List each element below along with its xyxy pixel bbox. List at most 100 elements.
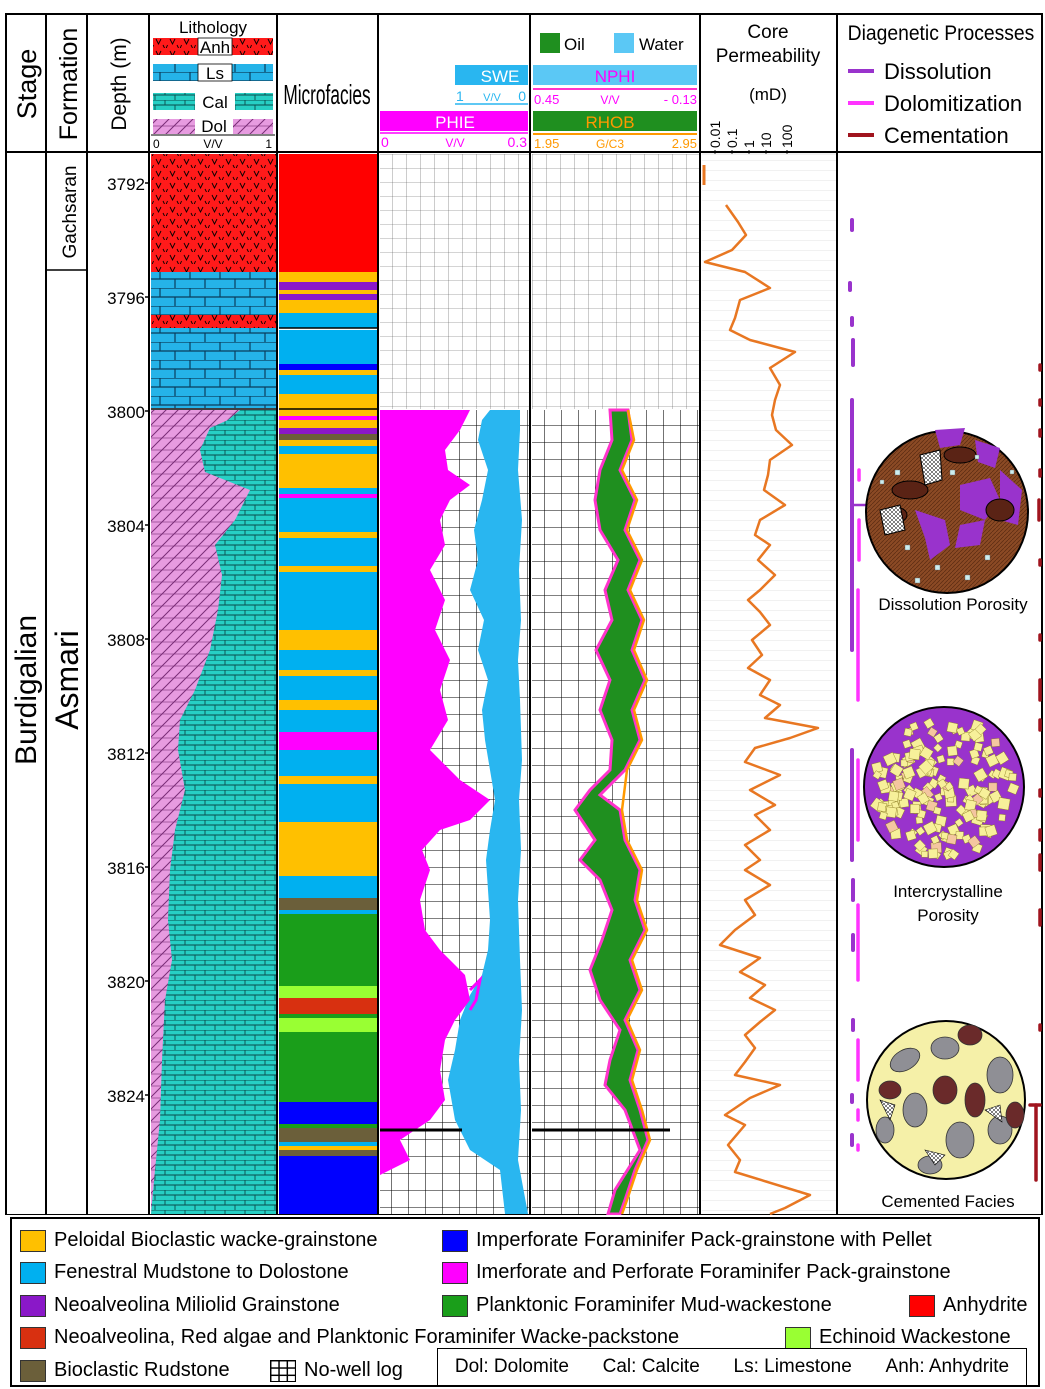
depth-tick-label: 3820 — [107, 973, 145, 992]
formation-gachsaran: Gachsaran — [60, 166, 81, 259]
perm-unit: (mD) — [749, 85, 787, 104]
lith-label-cal: Cal — [202, 93, 228, 112]
microfacies-bed — [279, 732, 377, 750]
depth-tick-label: 3800 — [107, 403, 145, 422]
water-swatch — [614, 33, 634, 53]
legend-swatch — [20, 1326, 46, 1349]
legend-label: Neoalveolina, Red algae and Planktonic F… — [54, 1326, 680, 1348]
legend-item: Peloidal Bioclastic wacke-grainstone — [20, 1229, 378, 1252]
phie-swe-track — [380, 154, 529, 1214]
nphi-right: - 0.13 — [664, 92, 697, 107]
diag-legend-label: Cementation — [884, 123, 1009, 148]
depth-tick-label: 3808 — [107, 631, 145, 650]
dolomite-fill — [151, 410, 250, 1214]
microfacies-bed — [279, 1156, 377, 1214]
legend-item: Echinoid Wackestone — [785, 1326, 1011, 1349]
lith-label-anh: Anh — [200, 38, 230, 57]
legend-item: Neoalveolina Miliolid Grainstone — [20, 1294, 340, 1317]
legend-label: Anhydrite — [943, 1294, 1028, 1316]
microfacies-bed — [279, 272, 377, 282]
microfacies-bed — [279, 282, 377, 290]
depth-tick-label: 3796 — [107, 289, 145, 308]
microfacies-bed — [279, 1102, 377, 1124]
microfacies-bed — [279, 313, 377, 328]
legend-label: Fenestral Mudstone to Dolostone — [54, 1261, 349, 1283]
microfacies-bed — [279, 364, 377, 370]
legend-item: Imerforate and Perforate Foraminifer Pac… — [442, 1261, 951, 1284]
swe-left: 1 — [456, 88, 464, 104]
panel-frame — [5, 13, 1043, 1215]
perm-tick-label: 100 — [779, 124, 795, 148]
photo-label-intercrystalline-1: Intercrystalline Porosity — [893, 882, 1003, 925]
microfacies-bed — [279, 710, 377, 732]
lith-label-dol: Dol — [201, 117, 227, 136]
legend-label: Echinoid Wackestone — [819, 1326, 1011, 1348]
microfacies-bed — [279, 822, 377, 876]
depth-tick-label: 3804 — [107, 517, 145, 536]
microfacies-bed — [279, 488, 377, 494]
phie-name: PHIE — [435, 113, 475, 132]
microfacies-bed — [279, 914, 377, 986]
formation-header: Formation — [55, 28, 83, 141]
depth-header: Depth (m) — [108, 37, 131, 130]
legend-swatch — [442, 1294, 468, 1317]
legend-swatch — [909, 1294, 935, 1317]
nphi-unit: V/V — [600, 93, 619, 107]
oil-label: Oil — [564, 35, 585, 54]
microfacies-bed — [279, 998, 377, 1014]
rhob-right: 2.95 — [672, 136, 697, 151]
microfacies-bed — [279, 910, 377, 914]
legend-label: Neoalveolina Miliolid Grainstone — [54, 1294, 340, 1316]
permeability-header: Core Permeability (mD) 0.01 0.1 1 10 100 — [707, 22, 821, 154]
abbreviation-item: Dol: Dolomite — [454, 1356, 569, 1377]
microfacies-bed — [279, 898, 377, 910]
microfacies-bed — [279, 440, 377, 446]
microfacies-bed — [279, 330, 377, 364]
lithology-header: Lithology Anh Ls Cal Dol 0 V/V 1 — [151, 18, 275, 151]
microfacies-bed — [279, 300, 377, 313]
perm-title-2: Permeability — [716, 46, 821, 67]
microfacies-bed — [279, 394, 377, 410]
nphi-name: NPHI — [595, 67, 636, 86]
microfacies-bed — [279, 986, 377, 998]
oil-fill — [573, 408, 650, 1215]
perm-tick-label: 10 — [758, 132, 774, 148]
stage-name: Burdigalian — [10, 615, 43, 765]
depth-tick-label: 3812 — [107, 745, 145, 764]
nphi-left: 0.45 — [534, 92, 559, 107]
abbreviation-box: Dol: Dolomite Cal: Calcite Ls: Limestone An… — [437, 1348, 1027, 1386]
diag-title: Diagenetic Processes — [848, 22, 1035, 45]
microfacies-bed — [279, 428, 377, 434]
oil-swatch — [540, 33, 560, 53]
microfacies-bed — [279, 498, 377, 532]
formation-asmari: Asmari — [49, 630, 85, 730]
microfacies-bed — [279, 650, 377, 670]
perm-title-1: Core — [747, 22, 788, 43]
microfacies-bed — [279, 1150, 377, 1156]
perm-tick-label: 0.01 — [707, 121, 723, 148]
microfacies-bed — [279, 375, 377, 394]
microfacies-bed — [279, 700, 377, 710]
legend-swatch — [20, 1359, 46, 1382]
legend-label: Planktonic Foraminifer Mud-wackestone — [476, 1294, 832, 1316]
legend-item: Planktonic Foraminifer Mud-wackestone — [442, 1294, 832, 1317]
legend-item: Bioclastic Rudstone — [20, 1359, 230, 1382]
microfacies-bed — [279, 494, 377, 498]
legend-label: Peloidal Bioclastic wacke-grainstone — [54, 1229, 378, 1251]
microfacies-bed — [279, 294, 377, 300]
stage-header: Stage — [12, 49, 42, 120]
microfacies-bed — [279, 454, 377, 488]
rhob-name: RHOB — [585, 113, 634, 132]
lith-scale-unit: V/V — [203, 137, 222, 151]
microfacies-bed — [279, 370, 377, 375]
microfacies-bed — [279, 630, 377, 650]
microfacies-bed — [279, 532, 377, 538]
legend-label: Bioclastic Rudstone — [54, 1359, 230, 1381]
permeability-track — [702, 153, 836, 1215]
microfacies-bed — [279, 154, 377, 272]
microfacies-legend: Peloidal Bioclastic wacke-grainstone Fene… — [10, 1217, 1040, 1387]
legend-item: Imperforate Foraminifer Pack-grainstone … — [442, 1229, 932, 1252]
legend-item: No-well log — [270, 1359, 403, 1382]
microfacies-bed — [279, 750, 377, 776]
diagenesis-header: Diagenetic Processes Dissolution Dolomiti… — [848, 22, 1035, 148]
